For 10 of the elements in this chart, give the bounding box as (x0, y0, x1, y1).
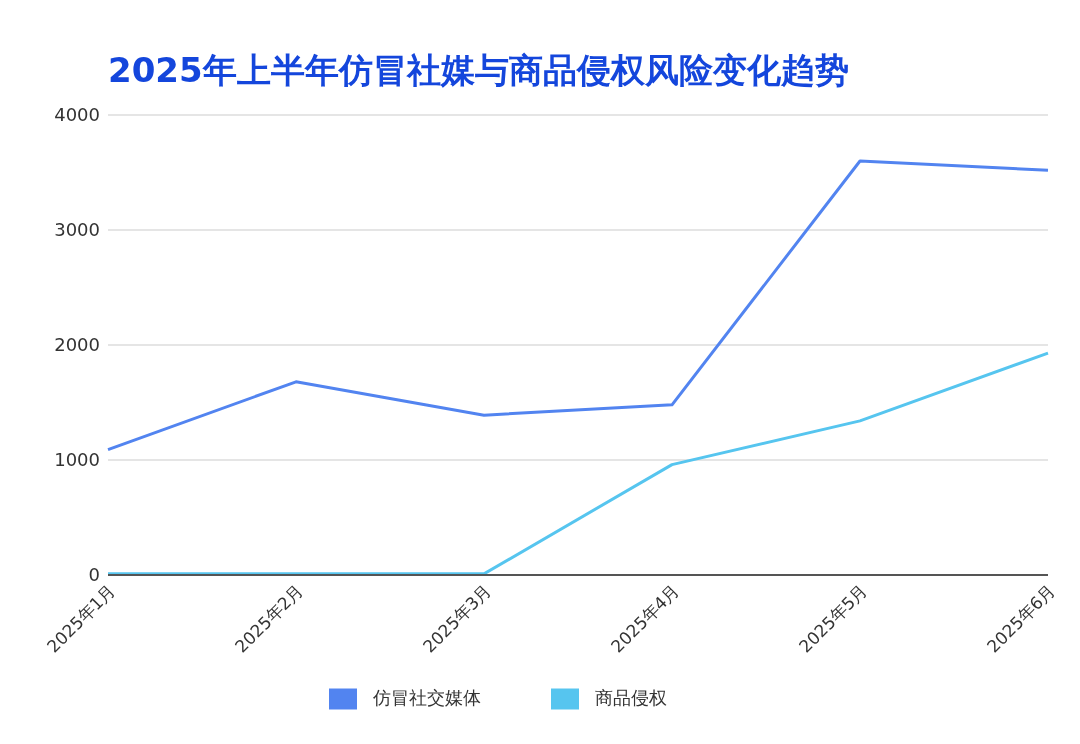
line-series (106, 159, 1050, 452)
y-tick-label: 4000 (54, 104, 100, 126)
y-tick-label: 0 (88, 564, 100, 586)
y-tick-label: 2000 (54, 334, 100, 356)
legend-label: 商品侵权 (595, 687, 667, 708)
legend-label: 仿冒社交媒体 (373, 687, 481, 708)
y-tick-label: 1000 (54, 449, 100, 471)
y-tick-label: 3000 (54, 219, 100, 241)
line-series (106, 351, 1050, 575)
chart-title: 2025年上半年仿冒社媒与商品侵权风险变化趋势 (108, 49, 849, 92)
